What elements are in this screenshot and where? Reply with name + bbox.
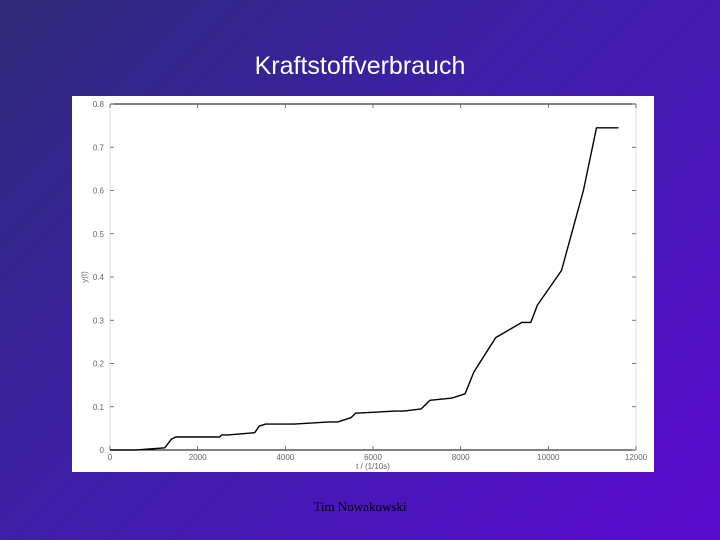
y-tick-label: 0.5 <box>93 230 105 239</box>
x-axis-label: t / (1/10s) <box>356 462 390 471</box>
x-tick-label: 2000 <box>189 453 207 462</box>
x-tick-label: 8000 <box>452 453 470 462</box>
data-line <box>110 127 619 451</box>
x-tick-label: 10000 <box>537 453 560 462</box>
y-tick-label: 0.8 <box>93 100 105 109</box>
x-tick-label: 12000 <box>625 453 648 462</box>
y-tick-label: 0.4 <box>93 273 105 282</box>
y-tick-label: 0.6 <box>93 187 105 196</box>
footer-author: Tim Nowakowski <box>313 499 407 514</box>
chart-area: 0 0.1 0.2 0.3 0.4 0.5 0.6 0.7 0.8 0 2000 4000 6000 80… <box>72 96 654 472</box>
x-tick-label: 6000 <box>364 453 382 462</box>
chart-series-group <box>110 127 619 451</box>
x-tick-label: 0 <box>108 453 113 462</box>
y-tick-label: 0.2 <box>93 360 105 369</box>
y-axis-label: y(t) <box>80 271 89 283</box>
chart-svg: 0 0.1 0.2 0.3 0.4 0.5 0.6 0.7 0.8 0 2000 4000 6000 80… <box>80 100 648 471</box>
chart-ticks: 0 0.1 0.2 0.3 0.4 0.5 0.6 0.7 0.8 0 2000 4000 6000 80… <box>93 100 648 462</box>
x-tick-label: 4000 <box>276 453 294 462</box>
y-tick-label: 0.3 <box>93 316 105 325</box>
y-tick-label: 0 <box>100 446 105 455</box>
slide-title: Kraftstoffverbrauch <box>254 52 466 80</box>
y-tick-label: 0.7 <box>93 143 105 152</box>
y-tick-label: 0.1 <box>93 403 105 412</box>
